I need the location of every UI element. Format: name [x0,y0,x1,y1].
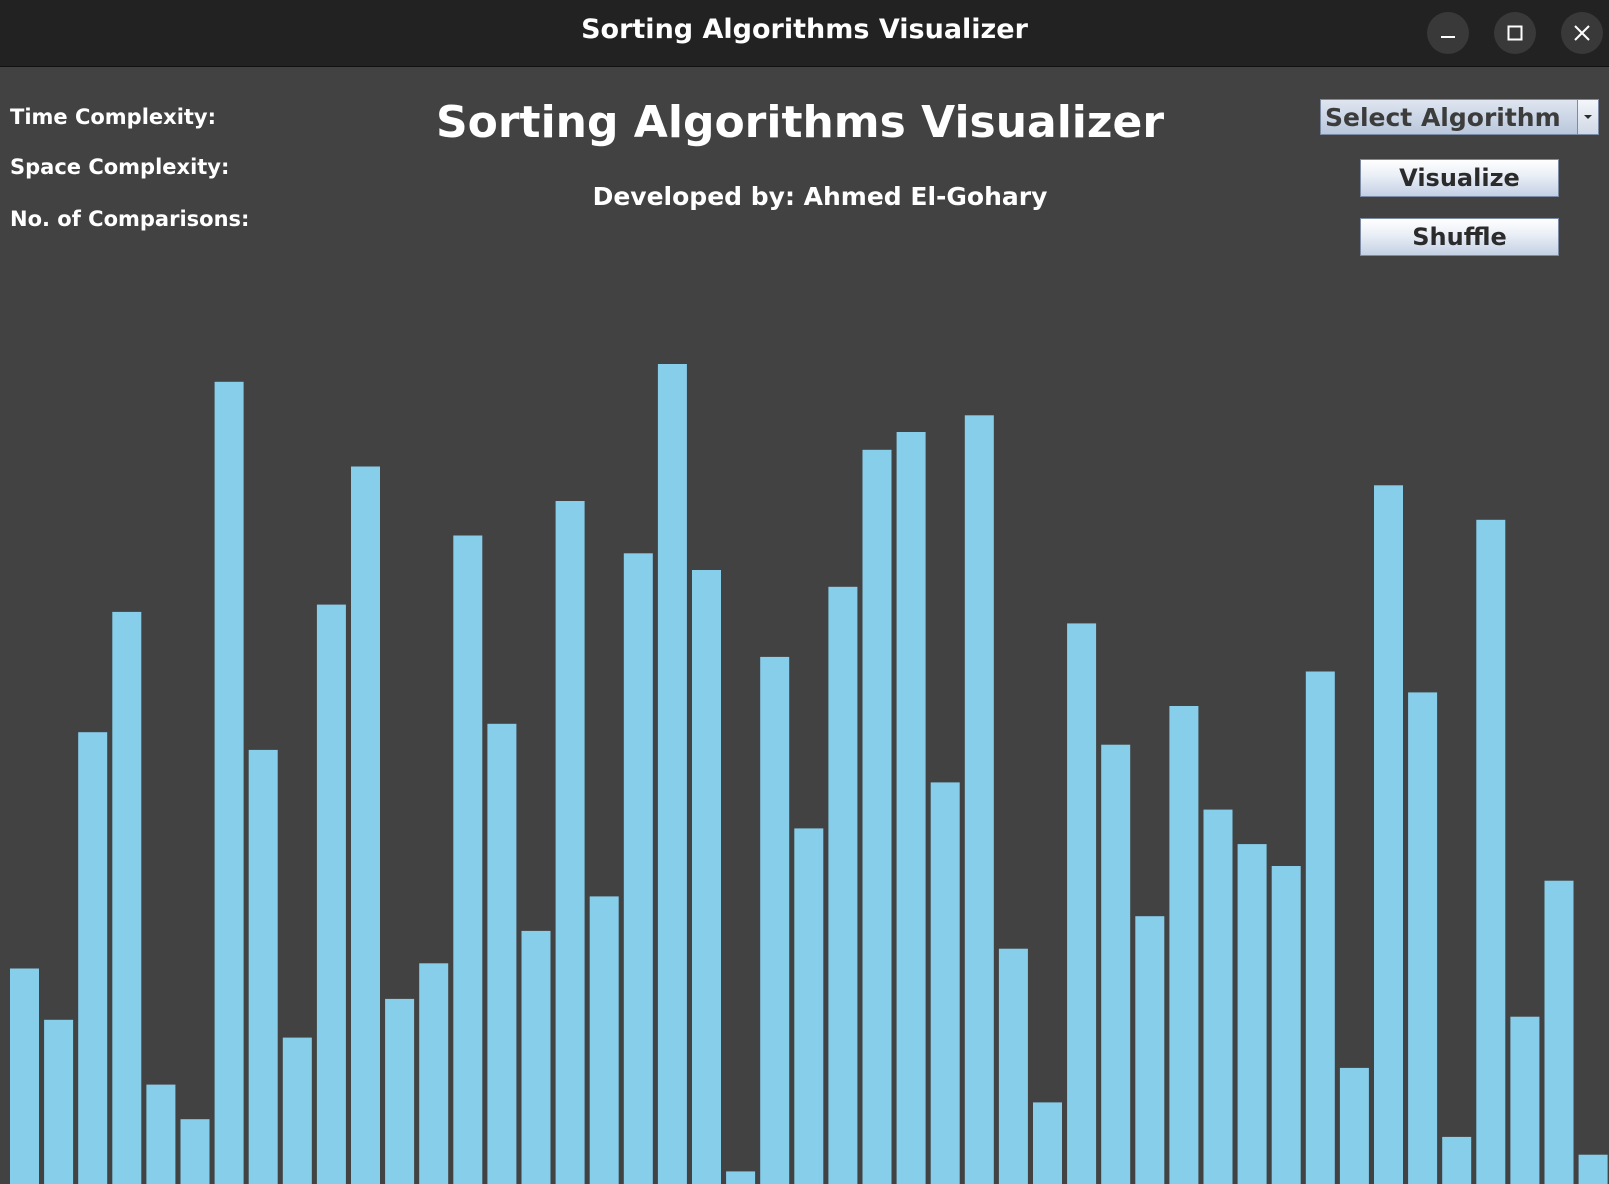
window-title: Sorting Algorithms Visualizer [581,14,1028,45]
array-bar-39 [1339,1067,1369,1184]
array-bar-44 [1510,1016,1540,1184]
array-bar-31 [1067,623,1097,1184]
array-bar-38 [1305,671,1335,1184]
array-bar-23 [794,828,824,1184]
minimize-icon [1441,36,1455,38]
array-bar-17 [589,896,619,1184]
array-bar-22 [760,656,790,1184]
array-bar-30 [1033,1102,1062,1184]
shuffle-button[interactable]: Shuffle [1360,218,1559,256]
array-bar-19 [657,364,687,1184]
maximize-icon [1507,25,1523,41]
main-panel: Time Complexity: Space Complexity: No. o… [0,67,1609,1184]
maximize-button[interactable] [1494,12,1536,54]
array-bar-13 [453,535,483,1184]
close-icon [1574,25,1590,41]
array-bar-4 [146,1084,176,1184]
chevron-down-icon[interactable] [1577,100,1598,134]
array-bar-40 [1374,485,1403,1184]
array-bar-5 [180,1119,210,1184]
array-bar-16 [555,501,585,1184]
array-bar-21 [726,1171,756,1184]
array-bar-11 [385,998,415,1184]
array-bar-25 [862,449,892,1184]
visualize-button[interactable]: Visualize [1360,159,1559,197]
array-bar-24 [828,586,858,1184]
array-bar-10 [351,466,380,1184]
array-bar-8 [282,1037,312,1184]
array-bar-7 [248,749,278,1184]
array-bar-46 [1578,1154,1608,1184]
array-bar-18 [623,553,653,1184]
array-bar-9 [316,604,346,1184]
array-bar-32 [1101,744,1131,1184]
array-bar-43 [1476,519,1506,1184]
array-bar-3 [112,611,142,1184]
title-bar[interactable]: Sorting Algorithms Visualizer [0,0,1609,67]
array-bar-29 [998,948,1028,1184]
developer-credit: Developed by: Ahmed El-Gohary [592,182,1048,211]
array-bar-20 [692,570,721,1184]
array-bar-27 [930,782,960,1184]
array-bar-12 [419,963,449,1184]
array-bar-6 [214,381,244,1184]
array-bar-42 [1442,1136,1472,1184]
page-title: Sorting Algorithms Visualizer [435,97,1165,148]
array-bar-14 [487,723,517,1184]
array-bars-chart [10,364,1608,1184]
array-bar-33 [1135,916,1165,1184]
array-bar-37 [1271,866,1301,1184]
algorithm-select-value: Select Algorithm [1325,103,1561,132]
time-complexity-label: Time Complexity: [10,105,217,129]
close-button[interactable] [1561,12,1603,54]
array-bar-0 [10,968,39,1184]
minimize-button[interactable] [1427,12,1469,54]
array-bar-34 [1169,706,1199,1184]
array-bar-1 [44,1019,74,1184]
array-bar-26 [896,432,926,1184]
array-bar-2 [78,732,108,1184]
space-complexity-label: Space Complexity: [10,155,230,179]
array-bar-28 [964,415,994,1184]
array-bar-45 [1544,880,1574,1184]
array-bar-15 [521,930,551,1184]
array-bar-41 [1408,692,1438,1184]
comparisons-label: No. of Comparisons: [10,207,250,231]
array-bar-35 [1203,809,1233,1184]
array-bar-36 [1237,844,1267,1184]
algorithm-select[interactable]: Select Algorithm [1320,99,1599,135]
